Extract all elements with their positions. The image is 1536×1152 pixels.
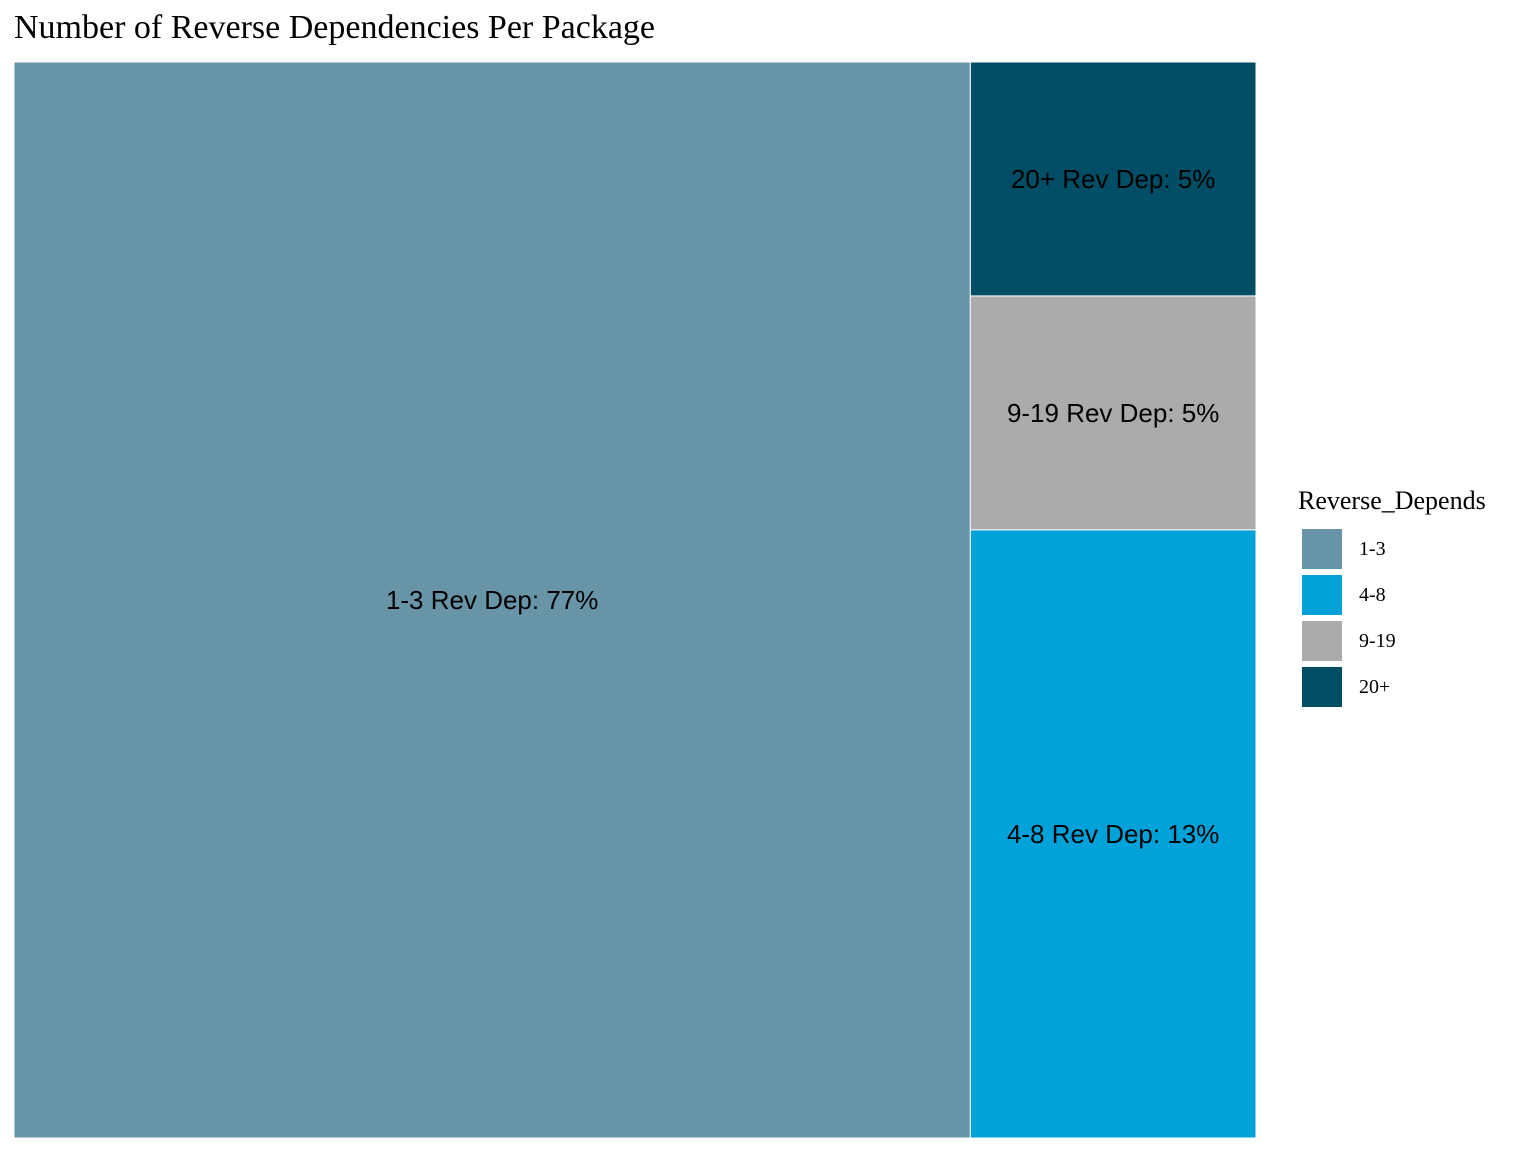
- legend-item: 9-19: [1298, 618, 1486, 664]
- legend-label: 4-8: [1359, 583, 1386, 606]
- legend-label: 20+: [1359, 675, 1391, 698]
- treemap-tile-1-3: [13, 61, 971, 1139]
- legend: Reverse_Depends 1-3 4-8 9-19 20+: [1298, 484, 1486, 710]
- treemap-tile-9-19: [969, 295, 1257, 531]
- legend-label: 1-3: [1359, 537, 1386, 560]
- treemap-tile-20+: [969, 61, 1257, 297]
- treemap-tile-label: 9-19 Rev Dep: 5%: [1007, 398, 1219, 428]
- legend-key: [1302, 667, 1342, 707]
- legend-key: [1302, 621, 1342, 661]
- legend-label: 9-19: [1359, 629, 1396, 652]
- treemap-tile-4-8: [969, 529, 1257, 1139]
- treemap-tile-label: 1-3 Rev Dep: 77%: [386, 585, 598, 615]
- legend-item: 4-8: [1298, 572, 1486, 618]
- legend-item: 20+: [1298, 664, 1486, 710]
- treemap-tile-label: 20+ Rev Dep: 5%: [1011, 164, 1216, 194]
- legend-key: [1302, 529, 1342, 569]
- legend-title: Reverse_Depends: [1298, 486, 1486, 515]
- legend-key: [1302, 575, 1342, 615]
- chart-title: Number of Reverse Dependencies Per Packa…: [14, 9, 656, 46]
- legend-item: 1-3: [1298, 526, 1486, 572]
- treemap-tile-label: 4-8 Rev Dep: 13%: [1007, 819, 1219, 849]
